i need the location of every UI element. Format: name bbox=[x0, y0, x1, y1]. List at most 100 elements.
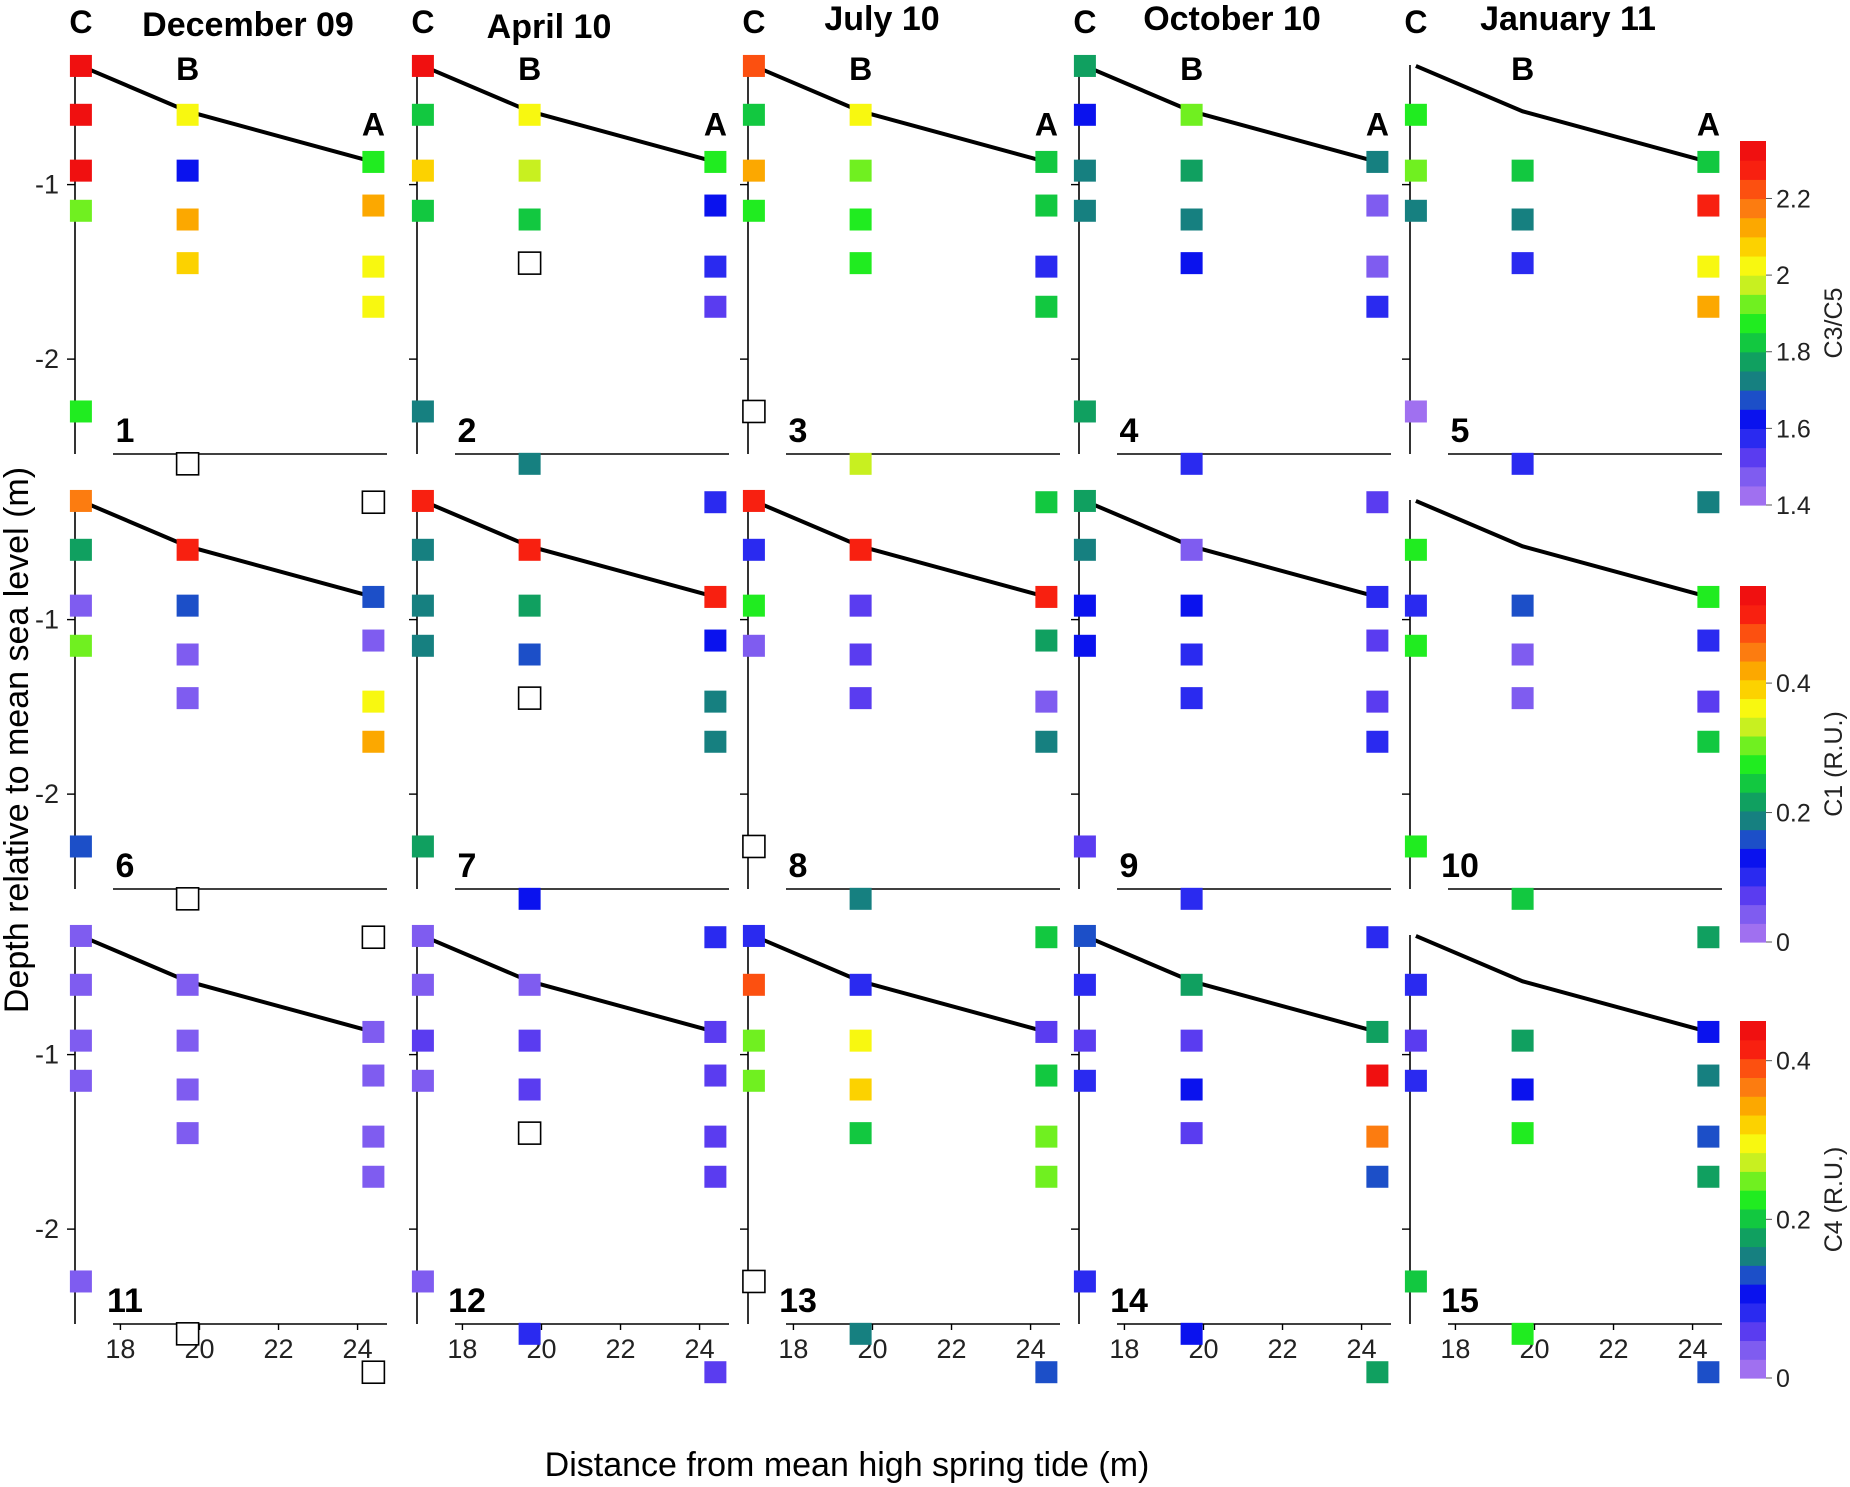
data-point-C-3 bbox=[411, 1029, 434, 1052]
site-label-C: C bbox=[1404, 4, 1427, 40]
colorbar-segment bbox=[1740, 275, 1766, 295]
data-point-A-4 bbox=[704, 295, 727, 318]
data-point-B-5 bbox=[849, 887, 872, 910]
panel-number: 6 bbox=[116, 847, 135, 885]
data-point-A-1 bbox=[704, 150, 727, 173]
data-point-A-2 bbox=[1035, 1064, 1058, 1087]
column-title-jul10: July 10 bbox=[824, 0, 939, 38]
colorbar-segment bbox=[1740, 604, 1766, 625]
data-point-B-4 bbox=[176, 1122, 199, 1145]
data-point-C-1 bbox=[1404, 538, 1427, 561]
profile-line bbox=[1415, 64, 1709, 164]
data-point-C-2 bbox=[69, 973, 92, 996]
data-point-C-1 bbox=[411, 924, 434, 947]
data-point-A-3 bbox=[362, 1125, 385, 1148]
panel-5: C B A 5 bbox=[1402, 4, 1722, 514]
data-point-A-5 bbox=[704, 926, 727, 949]
site-label-A: A bbox=[1697, 107, 1720, 143]
data-point-C-3 bbox=[69, 159, 92, 182]
data-point-B-4 bbox=[176, 252, 199, 275]
colorbar-segment bbox=[1740, 867, 1766, 887]
data-point-C-5 bbox=[1073, 835, 1096, 858]
data-point-C-2 bbox=[1073, 973, 1096, 996]
colorbar-segment bbox=[1740, 885, 1766, 906]
profile-line bbox=[80, 934, 374, 1034]
data-point-A-5 bbox=[1035, 1361, 1058, 1384]
data-point-A-1 bbox=[1366, 585, 1389, 608]
x-tick-label: 22 bbox=[937, 1334, 967, 1364]
colorbar-segment bbox=[1740, 904, 1766, 924]
panel-number: 4 bbox=[1120, 412, 1139, 450]
data-point-A-1 bbox=[362, 150, 385, 173]
data-point-A-2 bbox=[704, 194, 727, 217]
colorbar-title: C4 (R.U.) bbox=[1820, 1147, 1848, 1253]
y-tick-label: -2 bbox=[35, 779, 59, 809]
colorbar-segment bbox=[1740, 1284, 1766, 1304]
data-point-C-5 bbox=[69, 400, 92, 423]
data-point-C-4 bbox=[742, 199, 765, 222]
data-point-A-2 bbox=[704, 629, 727, 652]
x-tick-label: 24 bbox=[1016, 1334, 1046, 1364]
data-point-B-4 bbox=[517, 1121, 542, 1145]
profile-line bbox=[753, 64, 1047, 164]
data-point-A-2 bbox=[1366, 1064, 1389, 1087]
data-point-C-4 bbox=[1404, 1270, 1427, 1293]
y-tick-label: -1 bbox=[35, 1040, 59, 1070]
panel-number: 13 bbox=[779, 1282, 817, 1320]
data-point-A-3 bbox=[1366, 690, 1389, 713]
data-point-B-4 bbox=[1180, 1122, 1203, 1145]
panel-9: 9 bbox=[1071, 489, 1391, 949]
y-tick-label: -1 bbox=[35, 170, 59, 200]
colorbar-tick-label: 0.2 bbox=[1776, 1206, 1811, 1234]
colorbar-segment bbox=[1740, 160, 1766, 180]
data-point-A-2 bbox=[362, 629, 385, 652]
data-point-B-3 bbox=[849, 208, 872, 231]
colorbar-segment bbox=[1740, 754, 1766, 774]
data-point-B-3 bbox=[176, 643, 199, 666]
data-point-C-1 bbox=[411, 489, 434, 512]
data-point-B-5 bbox=[1180, 452, 1203, 475]
colorbar-segment bbox=[1740, 255, 1766, 276]
data-point-C-4 bbox=[411, 1069, 434, 1092]
data-point-C-4 bbox=[1073, 1069, 1096, 1092]
data-point-C-1 bbox=[742, 489, 765, 512]
data-point-B-3 bbox=[849, 1078, 872, 1101]
colorbar-segment bbox=[1740, 1302, 1766, 1323]
data-point-C-3 bbox=[69, 594, 92, 617]
data-point-A-2 bbox=[1697, 1064, 1720, 1087]
data-point-C-2 bbox=[1073, 538, 1096, 561]
colorbar-1: 1.4 1.6 1.8 2 2.2 C3/C5 bbox=[1740, 141, 1848, 520]
colorbar-segment bbox=[1740, 141, 1766, 161]
data-point-B-1 bbox=[1511, 1029, 1534, 1052]
data-point-C-1 bbox=[1073, 924, 1096, 947]
data-point-A-5 bbox=[1366, 926, 1389, 949]
data-point-A-5 bbox=[361, 925, 386, 950]
profile-line bbox=[1084, 499, 1378, 599]
data-point-C-1 bbox=[1404, 973, 1427, 996]
colorbar-segment bbox=[1740, 810, 1766, 831]
data-point-B-3 bbox=[1180, 643, 1203, 666]
data-point-B-1 bbox=[518, 538, 541, 561]
y-tick-label: -2 bbox=[35, 1214, 59, 1244]
data-point-A-5 bbox=[1366, 1361, 1389, 1384]
data-point-B-3 bbox=[518, 643, 541, 666]
data-point-A-4 bbox=[1366, 295, 1389, 318]
colorbar-segment bbox=[1740, 1246, 1766, 1266]
panel-number: 5 bbox=[1451, 412, 1470, 450]
colorbar-segment bbox=[1740, 466, 1766, 487]
data-point-A-5 bbox=[1697, 1361, 1720, 1384]
colorbar-segment bbox=[1740, 660, 1766, 681]
data-point-B-5 bbox=[849, 1322, 872, 1345]
site-label-C: C bbox=[69, 4, 92, 40]
colorbar-title: C3/C5 bbox=[1820, 288, 1848, 359]
data-point-B-1 bbox=[1180, 103, 1203, 126]
colorbar-segment bbox=[1740, 623, 1766, 643]
site-label-A: A bbox=[1366, 107, 1389, 143]
data-point-B-3 bbox=[1511, 687, 1534, 710]
data-point-A-3 bbox=[1035, 690, 1058, 713]
data-point-A-3 bbox=[704, 255, 727, 278]
colorbar-segment bbox=[1740, 1152, 1766, 1172]
data-point-B-3 bbox=[176, 1078, 199, 1101]
panel-number: 7 bbox=[458, 847, 477, 885]
